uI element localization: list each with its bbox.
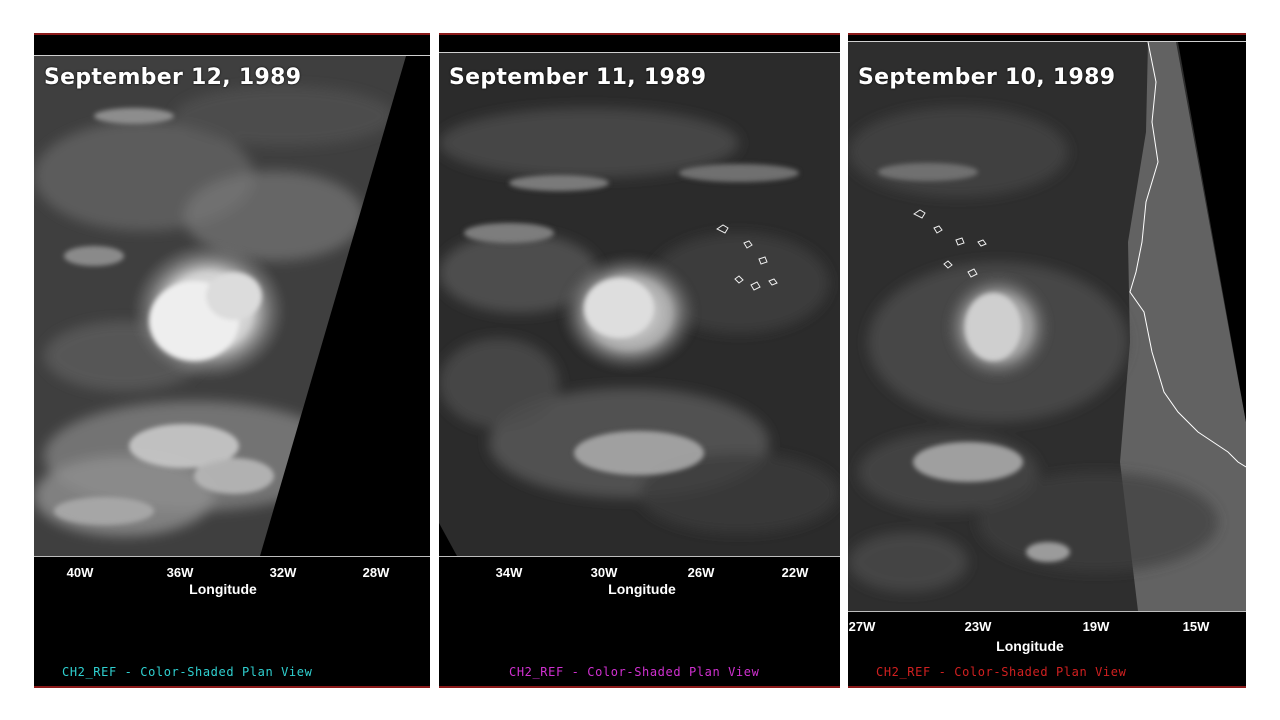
longitude-tick: 15W	[1182, 619, 1210, 634]
image-date: September 11, 1989	[449, 65, 707, 90]
satellite-image-graphic	[34, 56, 430, 556]
axis-line	[34, 556, 430, 557]
x-axis-label: Longitude	[608, 581, 676, 597]
longitude-tick: 27W	[848, 619, 876, 634]
satellite-image	[34, 56, 430, 556]
longitude-tick: 30W	[590, 565, 618, 580]
longitude-tick: 32W	[269, 565, 297, 580]
satellite-image-graphic	[439, 53, 840, 556]
plot-caption: CH2_REF - Color-Shaded Plan View	[62, 665, 313, 679]
longitude-tick: 36W	[166, 565, 194, 580]
longitude-tick: 28W	[362, 565, 390, 580]
satellite-panel-sep-11: September 11, 1989 34W 30W 26W 22W Longi…	[439, 33, 840, 688]
satellite-image-graphic	[848, 42, 1246, 611]
longitude-tick: 22W	[781, 565, 809, 580]
satellite-image	[439, 53, 840, 556]
x-axis-label: Longitude	[996, 638, 1064, 654]
satellite-panel-sep-10: September 10, 1989 27W 23W 19W 15W Longi…	[848, 33, 1246, 688]
longitude-tick: 19W	[1082, 619, 1110, 634]
panel-top-line	[848, 41, 1246, 42]
longitude-tick: 40W	[66, 565, 94, 580]
plot-caption: CH2_REF - Color-Shaded Plan View	[876, 665, 1127, 679]
longitude-tick: 34W	[495, 565, 523, 580]
axis-line	[848, 611, 1246, 612]
panel-top-line	[439, 52, 840, 53]
x-axis-label: Longitude	[189, 581, 257, 597]
plot-caption: CH2_REF - Color-Shaded Plan View	[509, 665, 760, 679]
axis-line	[439, 556, 840, 557]
panel-top-line	[34, 55, 430, 56]
image-date: September 10, 1989	[858, 65, 1116, 90]
longitude-tick: 26W	[687, 565, 715, 580]
image-date: September 12, 1989	[44, 65, 302, 90]
satellite-image	[848, 42, 1246, 611]
longitude-tick: 23W	[964, 619, 992, 634]
satellite-panel-sep-12: September 12, 1989 40W 36W 32W 28W Longi…	[34, 33, 430, 688]
